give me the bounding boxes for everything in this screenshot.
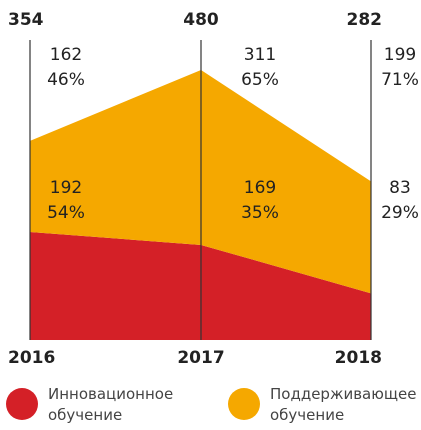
total-label: 480 [183, 10, 219, 30]
legend-label: Инновационное обучение [48, 385, 174, 424]
value-label: 169 [244, 178, 276, 198]
legend-label: Поддерживающее обучение [270, 385, 417, 424]
value-label: 192 [50, 178, 82, 198]
legend-swatch [228, 388, 260, 420]
x-tick-label: 2018 [335, 348, 382, 368]
value-label: 162 [50, 45, 82, 65]
share-label: 46% [47, 70, 85, 90]
share-label: 54% [47, 203, 85, 223]
value-label: 311 [244, 45, 276, 65]
share-label: 29% [381, 203, 419, 223]
share-label: 71% [381, 70, 419, 90]
x-tick-label: 2016 [8, 348, 55, 368]
chart: 354 2016 192 54% 162 46% 480 2017 169 35% 311 65% 28… [8, 10, 419, 368]
share-label: 65% [241, 70, 279, 90]
total-label: 282 [347, 10, 383, 30]
legend-item: Инновационное обучение [6, 384, 198, 426]
share-label: 35% [241, 203, 279, 223]
legend-swatch [6, 388, 38, 420]
value-label: 83 [389, 178, 411, 198]
legend-item: Поддерживающее обучение [228, 384, 420, 426]
total-label: 354 [8, 10, 44, 30]
x-tick-label: 2017 [177, 348, 224, 368]
value-label: 199 [384, 45, 416, 65]
